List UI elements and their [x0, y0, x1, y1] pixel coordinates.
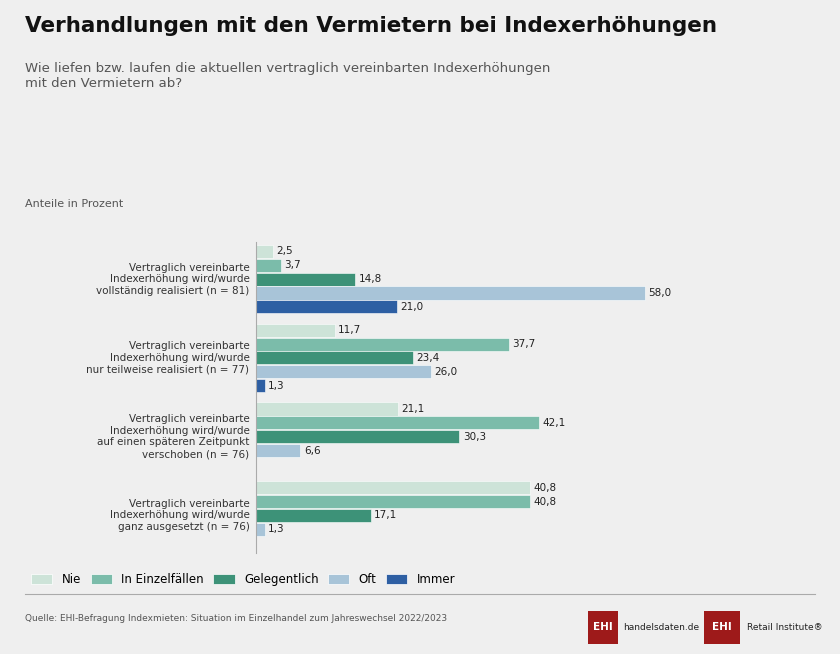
Text: 42,1: 42,1	[542, 418, 565, 428]
Text: EHI: EHI	[593, 622, 613, 632]
Text: EHI: EHI	[712, 622, 732, 632]
Bar	[256, 300, 397, 313]
Bar	[256, 416, 538, 430]
Bar	[256, 259, 281, 272]
Text: 26,0: 26,0	[434, 367, 457, 377]
Legend: Nie, In Einzelfällen, Gelegentlich, Oft, Immer: Nie, In Einzelfällen, Gelegentlich, Oft,…	[31, 573, 455, 586]
Bar	[256, 245, 273, 258]
Bar	[256, 351, 413, 364]
Text: 37,7: 37,7	[512, 339, 536, 349]
Text: Retail Institute®: Retail Institute®	[747, 623, 822, 632]
Text: 1,3: 1,3	[268, 525, 285, 534]
Bar	[256, 337, 509, 351]
Bar	[256, 402, 398, 415]
Bar	[256, 509, 371, 522]
FancyBboxPatch shape	[588, 611, 618, 644]
Bar	[256, 273, 355, 286]
Text: 14,8: 14,8	[359, 274, 382, 284]
Bar	[256, 481, 530, 494]
Text: 3,7: 3,7	[285, 260, 301, 270]
Text: Anteile in Prozent: Anteile in Prozent	[25, 199, 123, 209]
Text: 11,7: 11,7	[338, 325, 361, 336]
Bar	[256, 365, 431, 379]
Text: Verhandlungen mit den Vermietern bei Indexerhöhungen: Verhandlungen mit den Vermietern bei Ind…	[25, 16, 717, 37]
Text: 23,4: 23,4	[417, 353, 440, 363]
Text: Wie liefen bzw. laufen die aktuellen vertraglich vereinbarten Indexerhöhungen
mi: Wie liefen bzw. laufen die aktuellen ver…	[25, 62, 550, 90]
Bar	[256, 444, 301, 457]
Text: 1,3: 1,3	[268, 381, 285, 390]
Text: Vertraglich vereinbarte
Indexerhöhung wird/wurde
ganz ausgesetzt (n = 76): Vertraglich vereinbarte Indexerhöhung wi…	[109, 499, 249, 532]
Bar	[256, 324, 334, 337]
Bar	[256, 379, 265, 392]
Text: Vertraglich vereinbarte
Indexerhöhung wird/wurde
auf einen späteren Zeitpunkt
ve: Vertraglich vereinbarte Indexerhöhung wi…	[97, 414, 249, 459]
Text: 2,5: 2,5	[276, 247, 293, 256]
Text: handelsdaten.de: handelsdaten.de	[623, 623, 700, 632]
Text: Vertraglich vereinbarte
Indexerhöhung wird/wurde
nur teilweise realisiert (n = 7: Vertraglich vereinbarte Indexerhöhung wi…	[87, 341, 249, 375]
Text: Quelle: EHI-Befragung Indexmieten: Situation im Einzelhandel zum Jahreswechsel 2: Quelle: EHI-Befragung Indexmieten: Situa…	[25, 613, 448, 623]
Bar	[256, 430, 459, 443]
Text: 21,1: 21,1	[402, 404, 424, 414]
Text: 58,0: 58,0	[648, 288, 672, 298]
Text: 6,6: 6,6	[304, 445, 320, 456]
Bar	[256, 523, 265, 536]
Text: 21,0: 21,0	[401, 302, 423, 312]
Bar	[256, 286, 645, 300]
FancyBboxPatch shape	[704, 611, 741, 644]
Text: 17,1: 17,1	[375, 510, 397, 521]
Text: 40,8: 40,8	[533, 496, 556, 507]
Bar	[256, 495, 530, 508]
Text: 40,8: 40,8	[533, 483, 556, 492]
Text: Vertraglich vereinbarte
Indexerhöhung wird/wurde
vollständig realisiert (n = 81): Vertraglich vereinbarte Indexerhöhung wi…	[97, 262, 249, 296]
Text: 30,3: 30,3	[463, 432, 486, 441]
